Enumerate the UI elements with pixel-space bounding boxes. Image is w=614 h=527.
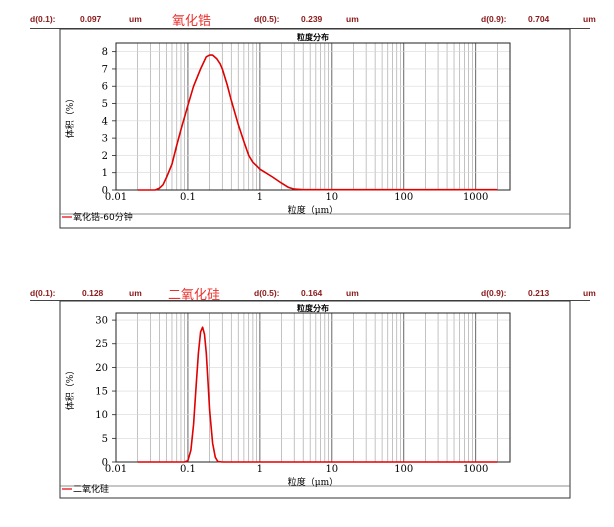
x-tick-label: 100 [394,464,413,475]
d01-label: d(0.1): [30,14,56,24]
x-tick-label: 1000 [463,192,488,203]
y-tick-label: 25 [95,339,108,350]
chart-title: 粒度分布 [297,32,329,42]
y-axis-label: 体积（%） [64,366,76,411]
x-tick-label: 1 [257,464,263,475]
x-tick-label: 100 [394,192,413,203]
y-tick-label: 2 [102,151,108,162]
d01-value: 0.097 [80,14,102,24]
y-tick-label: 6 [102,82,108,93]
material-name: 氧化锆 [172,13,212,28]
material-name: 二氧化硅 [168,287,221,302]
d01-label: d(0.1): [30,288,56,298]
d09-value: 0.704 [528,14,550,24]
y-tick-label: 5 [102,99,108,110]
y-tick-label: 5 [102,434,108,445]
chart-title: 粒度分布 [297,303,329,313]
y-tick-label: 20 [95,363,108,374]
y-tick-label: 4 [102,116,108,127]
y-tick-label: 0 [102,186,108,197]
x-tick-label: 1 [257,192,263,203]
d05-unit: um [346,14,359,24]
d09-unit: um [583,14,596,24]
y-tick-label: 30 [95,316,108,327]
x-tick-label: 0.1 [180,192,196,203]
x-tick-label: 1000 [463,464,488,475]
d01-unit: um [129,14,142,24]
x-axis-label: 粒度（μm） [288,204,338,216]
d09-label: d(0.9): [481,288,507,298]
y-tick-label: 1 [102,168,108,179]
d09-value: 0.213 [528,288,550,298]
y-tick-label: 15 [95,387,108,398]
x-tick-label: 0.01 [105,192,127,203]
stats-row-1: d(0.1): 0.097 um 氧化锆 d(0.5): 0.239 um d(… [0,10,614,28]
y-tick-label: 0 [102,458,108,469]
d05-unit: um [346,288,359,298]
y-tick-label: 8 [102,47,108,58]
d05-value: 0.164 [301,288,323,298]
y-tick-label: 3 [102,134,108,145]
series-line [137,326,498,463]
d01-unit: um [129,288,142,298]
series-line [137,54,498,191]
x-tick-label: 10 [325,464,338,475]
x-tick-label: 10 [325,192,338,203]
legend-label: 二氧化硅 [73,483,109,495]
y-axis-label: 体积（%） [64,94,76,139]
d09-unit: um [583,288,596,298]
y-tick-label: 7 [102,64,108,75]
d09-label: d(0.9): [481,14,507,24]
chart-frame [59,28,571,229]
d05-label: d(0.5): [254,14,280,24]
plot-border [115,312,511,463]
chart-frame [59,300,571,499]
d05-value: 0.239 [301,14,323,24]
x-axis-label: 粒度（μm） [288,476,338,488]
d05-label: d(0.5): [254,288,280,298]
particle-size-chart-1: 粒度分布 0 1 2 3 4 5 6 7 8 0.01 0.1 1 10 100 1000 粒度（μm） 体积（%… [59,28,571,229]
legend-label: 氧化锆-60分钟 [73,211,133,223]
x-tick-label: 0.1 [180,464,196,475]
x-tick-label: 0.01 [105,464,127,475]
d01-value: 0.128 [82,288,104,298]
stats-row-2: d(0.1): 0.128 um 二氧化硅 d(0.5): 0.164 um d… [0,284,614,302]
y-tick-label: 10 [95,410,108,421]
